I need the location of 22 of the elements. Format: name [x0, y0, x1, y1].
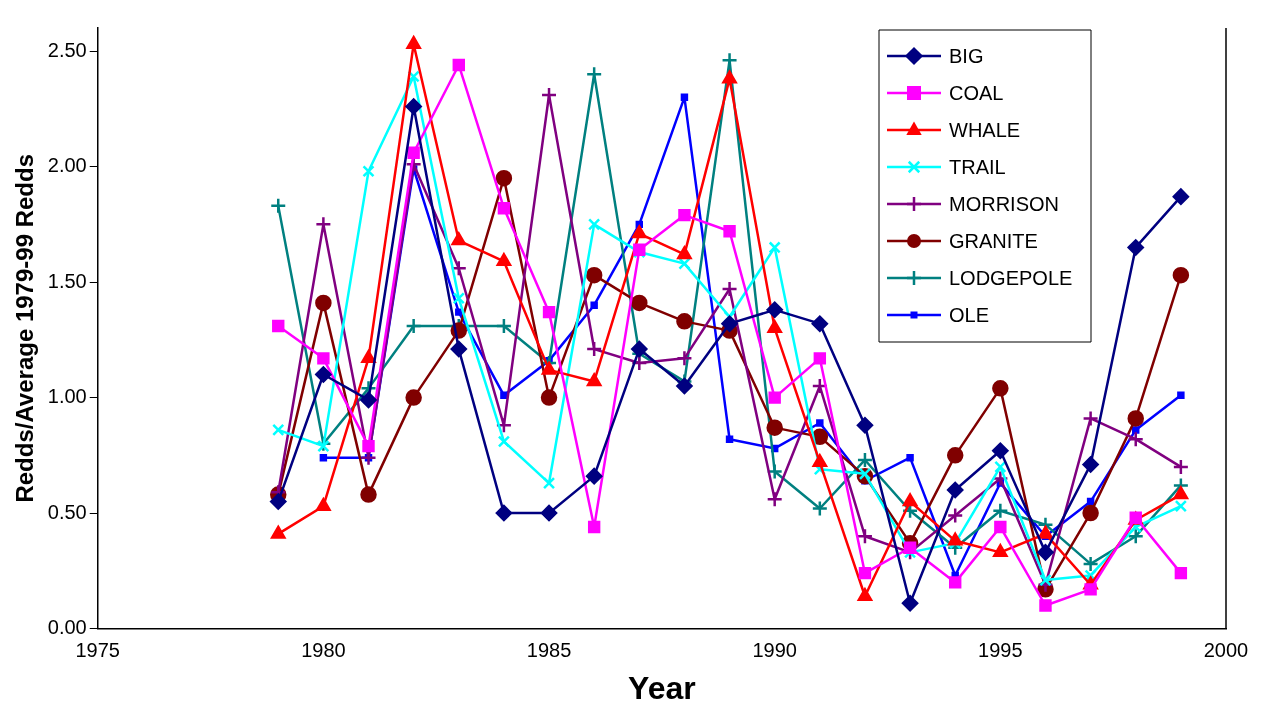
legend-label: WHALE	[949, 118, 1021, 141]
x-tick-label: 2000	[1203, 639, 1249, 662]
y-tick-label: 2.00	[47, 154, 87, 177]
x-tick-label: 1975	[75, 639, 120, 662]
legend-label: OLE	[949, 303, 990, 326]
legend-label: TRAIL	[949, 155, 1006, 178]
y-axis-title: Redds/Average 1979-99 Redds	[11, 154, 39, 503]
legend-label: MORRISON	[949, 192, 1059, 215]
x-tick-label: 1985	[526, 639, 572, 662]
x-tick-label: 1990	[752, 639, 797, 662]
y-tick-label: 0.50	[47, 500, 87, 523]
legend-label: COAL	[949, 81, 1004, 104]
y-tick-label: 2.50	[47, 38, 87, 61]
y-tick-label: 1.50	[47, 269, 87, 292]
legend-label: LODGEPOLE	[949, 266, 1073, 289]
y-tick-label: 1.00	[47, 385, 87, 408]
x-axis-title: Year	[628, 669, 696, 706]
legend-label: BIG	[949, 44, 984, 67]
x-tick-label: 1995	[978, 639, 1023, 662]
x-tick-label: 1980	[301, 639, 346, 662]
legend-label: GRANITE	[949, 229, 1038, 252]
y-tick-label: 0.00	[47, 616, 87, 639]
